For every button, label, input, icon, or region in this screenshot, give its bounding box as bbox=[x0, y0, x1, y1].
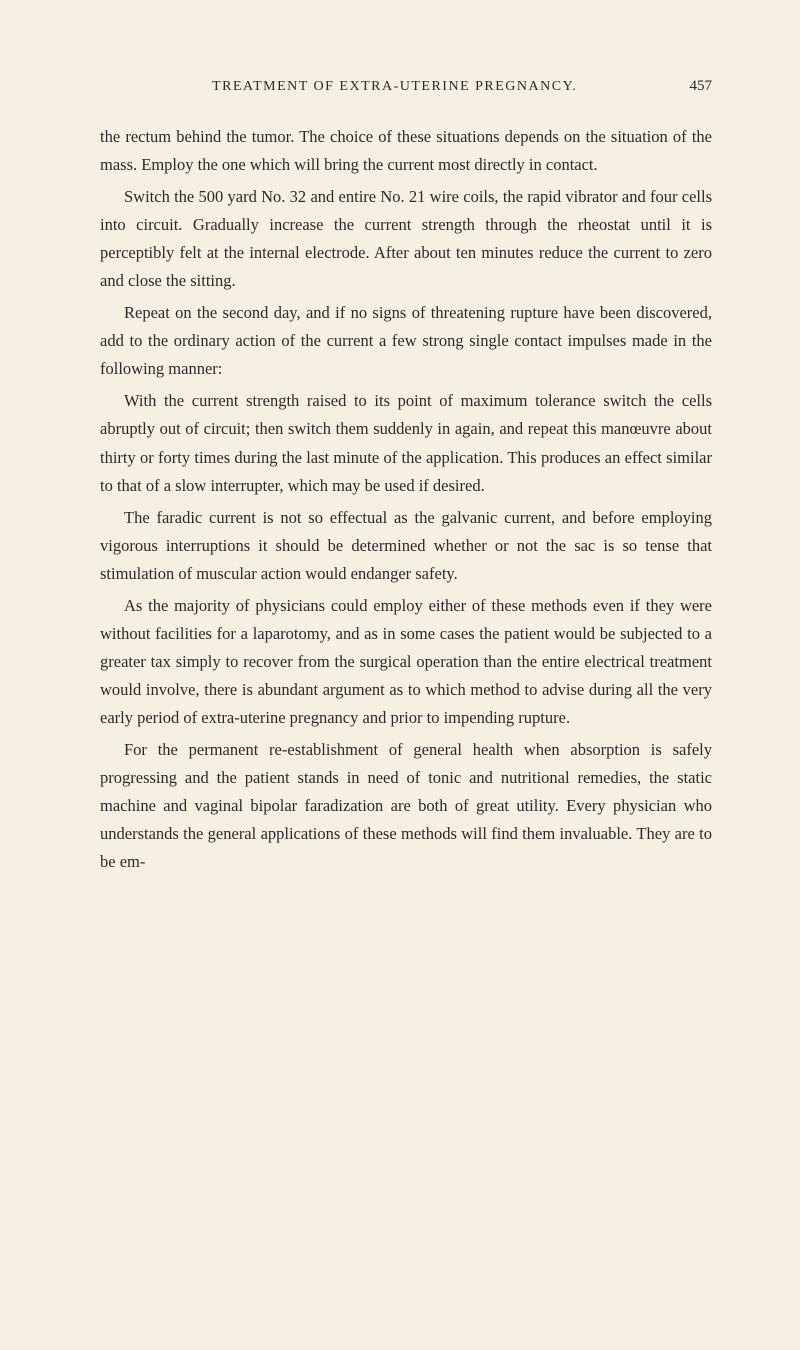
body-text: the rectum behind the tumor. The choice … bbox=[100, 123, 712, 876]
page-header: TREATMENT OF EXTRA-UTERINE PREGNANCY. 45… bbox=[100, 78, 712, 95]
paragraph: With the current strength raised to its … bbox=[100, 387, 712, 499]
paragraph: For the permanent re-establishment of ge… bbox=[100, 736, 712, 876]
paragraph: As the majority of physicians could empl… bbox=[100, 592, 712, 732]
page-number: 457 bbox=[690, 78, 713, 95]
paragraph: Repeat on the second day, and if no sign… bbox=[100, 299, 712, 383]
paragraph: The faradic current is not so effectual … bbox=[100, 504, 712, 588]
paragraph: Switch the 500 yard No. 32 and entire No… bbox=[100, 183, 712, 295]
paragraph: the rectum behind the tumor. The choice … bbox=[100, 123, 712, 179]
header-title: TREATMENT OF EXTRA-UTERINE PREGNANCY. bbox=[100, 79, 690, 95]
